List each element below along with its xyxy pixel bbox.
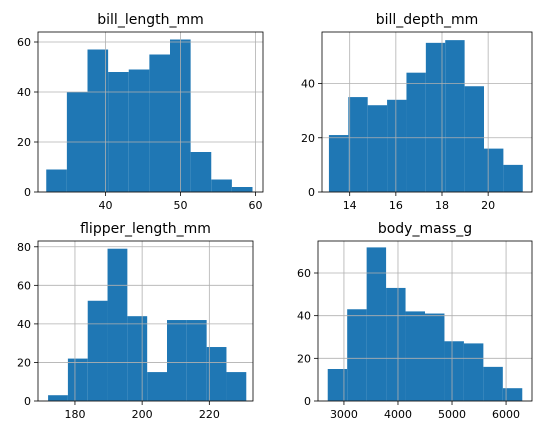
- x-tick-label-bill-length-mm-0: 40: [99, 199, 113, 212]
- bar-flipper-length-mm-8: [206, 347, 227, 401]
- bar-bill-length-mm-4: [128, 69, 150, 192]
- x-tick-label-bill-depth-mm-3: 20: [481, 199, 495, 212]
- x-tick-label-flipper-length-mm-2: 220: [199, 408, 220, 421]
- bar-flipper-length-mm-9: [226, 372, 247, 401]
- bar-body-mass-g-4: [405, 311, 425, 401]
- x-tick-label-bill-length-mm-2: 60: [249, 199, 263, 212]
- bar-bill-depth-mm-4: [406, 72, 426, 192]
- bar-body-mass-g-9: [502, 388, 523, 401]
- y-tick-label-body-mass-g-1: 20: [297, 352, 311, 365]
- bar-bill-depth-mm-2: [367, 105, 388, 192]
- bar-flipper-length-mm-0: [48, 395, 68, 401]
- y-tick-label-flipper-length-mm-3: 60: [17, 279, 31, 292]
- axes-frame-body-mass-g: [317, 240, 533, 402]
- bar-bill-length-mm-5: [149, 54, 170, 192]
- bar-bill-length-mm-3: [108, 72, 129, 192]
- y-tick-label-bill-length-mm-0: 0: [24, 186, 31, 199]
- x-tick-label-flipper-length-mm-0: 180: [64, 408, 85, 421]
- bar-bill-length-mm-9: [231, 187, 253, 192]
- bar-bill-length-mm-8: [211, 179, 232, 192]
- chart-title-flipper-length-mm: flipper_length_mm: [80, 221, 211, 237]
- panel-flipper-length-mm: 180 200 220 0 20 40 60 80 flipper_length_mm: [17, 221, 254, 421]
- x-tick-label-bill-length-mm-1: 50: [174, 199, 188, 212]
- bar-flipper-length-mm-6: [167, 320, 187, 401]
- bar-flipper-length-mm-1: [67, 358, 88, 401]
- panel-bill-length-mm: 40 50 60 0 20 40 60 bill_length_mm: [17, 12, 264, 212]
- x-tick-label-flipper-length-mm-1: 200: [132, 408, 153, 421]
- bar-bill-depth-mm-5: [425, 42, 446, 192]
- y-tick-label-body-mass-g-3: 60: [297, 267, 311, 280]
- y-tick-label-flipper-length-mm-4: 80: [17, 241, 31, 254]
- x-tick-label-body-mass-g-1: 4000: [384, 408, 412, 421]
- bar-body-mass-g-8: [483, 366, 503, 401]
- panel-bill-depth-mm: 14 16 18 20 0 20 40 bill_depth_mm: [301, 12, 533, 212]
- y-tick-label-bill-length-mm-3: 60: [17, 36, 31, 49]
- y-tick-label-bill-length-mm-2: 40: [17, 86, 31, 99]
- bar-bill-depth-mm-1: [348, 97, 368, 192]
- bar-flipper-length-mm-4: [127, 316, 148, 401]
- bar-bill-length-mm-0: [46, 169, 67, 192]
- y-tick-label-flipper-length-mm-0: 0: [24, 395, 31, 408]
- bar-bill-length-mm-7: [190, 152, 212, 192]
- bar-body-mass-g-3: [386, 287, 406, 401]
- bar-flipper-length-mm-3: [107, 248, 128, 401]
- bar-body-mass-g-2: [366, 247, 387, 401]
- bar-bill-depth-mm-0: [328, 135, 349, 192]
- x-tick-label-bill-depth-mm-0: 14: [343, 199, 357, 212]
- bar-bill-depth-mm-8: [484, 148, 504, 192]
- y-tick-label-flipper-length-mm-2: 40: [17, 318, 31, 331]
- panel-body-mass-g: 3000 4000 5000 6000 0 20 40 60 body_mass_g: [297, 221, 533, 421]
- x-tick-label-body-mass-g-3: 6000: [492, 408, 520, 421]
- y-tick-label-bill-depth-mm-2: 40: [301, 78, 315, 91]
- y-tick-label-body-mass-g-0: 0: [304, 395, 311, 408]
- x-tick-label-body-mass-g-0: 3000: [330, 408, 358, 421]
- y-tick-label-body-mass-g-2: 40: [297, 310, 311, 323]
- bar-body-mass-g-1: [347, 309, 367, 401]
- bar-bill-length-mm-2: [87, 49, 109, 192]
- bar-body-mass-g-7: [463, 343, 484, 401]
- bar-body-mass-g-6: [444, 341, 464, 401]
- bar-flipper-length-mm-7: [186, 320, 207, 401]
- x-tick-label-body-mass-g-2: 5000: [438, 408, 466, 421]
- chart-title-bill-depth-mm: bill_depth_mm: [376, 12, 479, 28]
- x-tick-label-bill-depth-mm-2: 18: [435, 199, 449, 212]
- bar-bill-depth-mm-7: [464, 86, 484, 192]
- bar-flipper-length-mm-2: [87, 300, 108, 401]
- bar-bill-depth-mm-9: [503, 164, 523, 192]
- y-tick-label-flipper-length-mm-1: 20: [17, 356, 31, 369]
- chart-title-body-mass-g: body_mass_g: [378, 221, 472, 237]
- bar-bill-depth-mm-3: [387, 99, 407, 192]
- bar-flipper-length-mm-5: [147, 372, 167, 401]
- y-tick-label-bill-depth-mm-0: 0: [308, 186, 315, 199]
- bar-body-mass-g-0: [327, 369, 348, 401]
- axes-frame-bill-depth-mm: [321, 31, 533, 193]
- bar-body-mass-g-5: [425, 313, 445, 401]
- y-tick-label-bill-depth-mm-1: 20: [301, 132, 315, 145]
- y-tick-label-bill-length-mm-1: 20: [17, 136, 31, 149]
- chart-title-bill-length-mm: bill_length_mm: [97, 12, 203, 28]
- x-tick-label-bill-depth-mm-1: 16: [389, 199, 403, 212]
- bar-bill-depth-mm-6: [445, 40, 465, 193]
- axes-frame-flipper-length-mm: [37, 240, 254, 402]
- axes-frame-bill-length-mm: [37, 31, 264, 193]
